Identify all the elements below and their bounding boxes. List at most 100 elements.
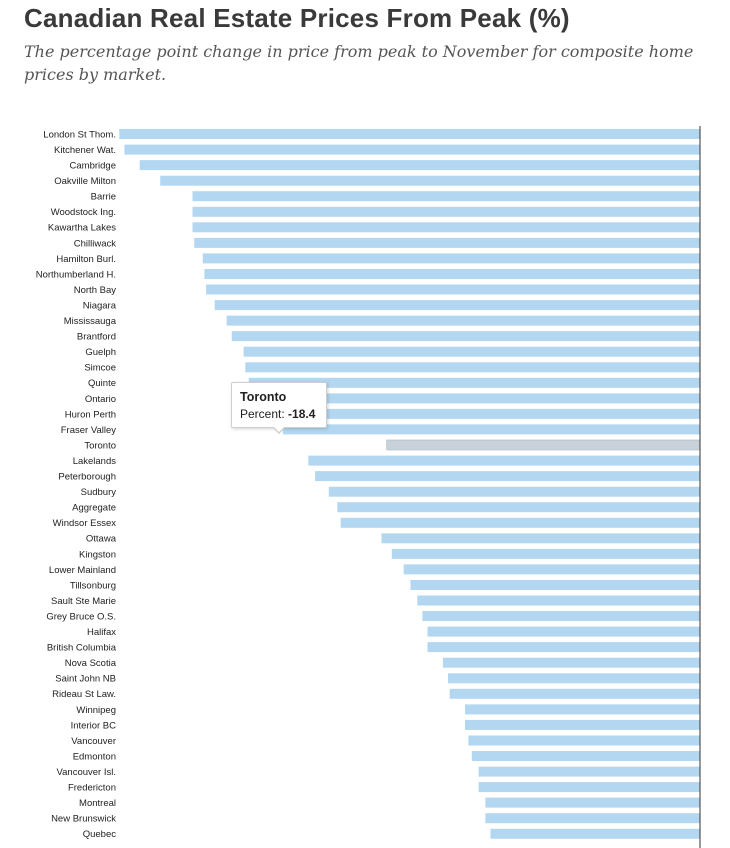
- bar-london-st-thom[interactable]: [119, 129, 701, 139]
- bar-huron-perth[interactable]: [270, 408, 700, 419]
- bar-chilliwack[interactable]: [194, 237, 700, 248]
- bar-kingston[interactable]: [391, 548, 700, 559]
- bar-simcoe[interactable]: [245, 362, 701, 373]
- category-label: Grey Bruce O.S.: [46, 611, 116, 622]
- bar-ottawa[interactable]: [381, 533, 701, 544]
- category-label: Saint John NB: [55, 674, 116, 685]
- tooltip-title: Toronto: [240, 390, 287, 404]
- bar-ontario[interactable]: [264, 393, 700, 404]
- category-label: Winnipeg: [76, 705, 116, 716]
- bar-montreal[interactable]: [485, 797, 700, 808]
- bar-cambridge[interactable]: [139, 160, 700, 171]
- bar-british-columbia[interactable]: [427, 642, 701, 653]
- category-labels: London St Thom. Kitchener Wat. Cambridge Oa…: [36, 129, 117, 840]
- bar-north-bay[interactable]: [206, 284, 700, 295]
- bar-barrie[interactable]: [192, 191, 701, 202]
- bar-lower-mainland[interactable]: [403, 564, 700, 575]
- bar-kitchener-wat[interactable]: [124, 144, 700, 155]
- bar-quinte[interactable]: [248, 377, 700, 388]
- bar-grey-bruce-o-s[interactable]: [422, 611, 700, 621]
- bar-northumberland-h[interactable]: [204, 269, 700, 279]
- category-label: Ottawa: [86, 534, 117, 545]
- chart-title: Canadian Real Estate Prices From Peak (%…: [24, 3, 570, 33]
- category-label: Lakelands: [73, 456, 117, 467]
- bar-brantford[interactable]: [231, 331, 700, 342]
- category-label: Nova Scotia: [65, 658, 117, 669]
- bar-vancouver[interactable]: [468, 735, 700, 746]
- category-label: Northumberland H.: [36, 269, 116, 280]
- tooltip-row: Percent: -18.4: [240, 407, 315, 421]
- category-label: Tillsonburg: [70, 580, 116, 591]
- category-label: Edmonton: [73, 751, 116, 762]
- tooltip: Toronto Percent: -18.4: [231, 382, 327, 434]
- bar-vancouver-isl[interactable]: [478, 766, 700, 777]
- category-label: Peterborough: [58, 472, 116, 483]
- bar-woodstock-ing[interactable]: [192, 206, 701, 217]
- bar-fraser-valley[interactable]: [282, 424, 700, 435]
- bar-guelph[interactable]: [243, 346, 700, 357]
- category-label: Rideau St Law.: [52, 689, 116, 700]
- bar-winnipeg[interactable]: [465, 704, 700, 715]
- bar-halifax[interactable]: [427, 626, 701, 637]
- bar-windsor-essex[interactable]: [340, 517, 700, 528]
- bar-new-brunswick[interactable]: [485, 813, 700, 824]
- category-label: Cambridge: [70, 161, 116, 172]
- bar-hamilton-burl[interactable]: [202, 253, 700, 264]
- tooltip-value: -18.4: [288, 407, 316, 421]
- category-label: Windsor Essex: [53, 518, 117, 529]
- bars-layer: [119, 129, 701, 839]
- bar-interior-bc[interactable]: [465, 719, 700, 730]
- category-label: Woodstock Ing.: [51, 207, 116, 218]
- category-label: Aggregate: [72, 503, 116, 514]
- category-label: Kitchener Wat.: [54, 145, 116, 156]
- category-label: Kingston: [79, 549, 116, 560]
- category-label: Hamilton Burl.: [56, 254, 116, 265]
- bar-edmonton[interactable]: [471, 751, 700, 761]
- category-label: Vancouver Isl.: [57, 767, 117, 778]
- category-label: Chilliwack: [74, 238, 116, 249]
- bar-mississauga[interactable]: [226, 315, 700, 326]
- category-label: Quebec: [83, 829, 117, 840]
- category-label: Vancouver: [71, 736, 116, 747]
- category-label: Fredericton: [68, 783, 116, 794]
- category-label: Kawartha Lakes: [48, 223, 116, 234]
- category-label: Fraser Valley: [61, 425, 117, 436]
- category-label: London St Thom.: [43, 129, 116, 140]
- bar-toronto[interactable]: [386, 439, 701, 451]
- category-label: Montreal: [79, 798, 116, 809]
- category-label: Interior BC: [71, 720, 117, 731]
- bar-lakelands[interactable]: [308, 455, 700, 466]
- category-label: Guelph: [85, 347, 116, 358]
- bar-nova-scotia[interactable]: [442, 657, 700, 668]
- bar-sudbury[interactable]: [328, 486, 700, 497]
- category-label: Mississauga: [64, 316, 117, 327]
- category-label: Sudbury: [81, 487, 117, 498]
- category-label: Oakville Milton: [54, 176, 116, 187]
- category-label: Niagara: [83, 300, 117, 311]
- bar-kawartha-lakes[interactable]: [192, 222, 701, 233]
- category-label: Brantford: [77, 332, 116, 343]
- bar-aggregate[interactable]: [337, 502, 700, 513]
- chart-subtitle: The percentage point change in price fro…: [24, 42, 694, 84]
- category-label: Sault Ste Marie: [51, 596, 116, 607]
- bar-sault-ste-marie[interactable]: [417, 595, 700, 606]
- bar-quebec[interactable]: [490, 828, 701, 839]
- tooltip-pointer-inner: [273, 426, 285, 432]
- bar-niagara[interactable]: [214, 300, 700, 311]
- bar-fredericton[interactable]: [478, 782, 700, 793]
- bar-oakville-milton[interactable]: [160, 175, 700, 186]
- category-label: Simcoe: [84, 363, 116, 374]
- tooltip-label: Percent:: [240, 407, 285, 421]
- bar-tillsonburg[interactable]: [410, 580, 701, 590]
- bar-saint-john-nb[interactable]: [448, 673, 700, 684]
- bar-rideau-st-law[interactable]: [449, 688, 700, 699]
- category-label: Huron Perth: [65, 409, 116, 420]
- category-label: Quinte: [88, 378, 116, 389]
- category-label: Halifax: [87, 627, 116, 638]
- category-label: Ontario: [85, 394, 116, 405]
- category-label: Lower Mainland: [49, 565, 116, 576]
- category-label: British Columbia: [47, 643, 117, 654]
- bar-peterborough[interactable]: [315, 471, 700, 482]
- category-label: New Brunswick: [51, 814, 116, 825]
